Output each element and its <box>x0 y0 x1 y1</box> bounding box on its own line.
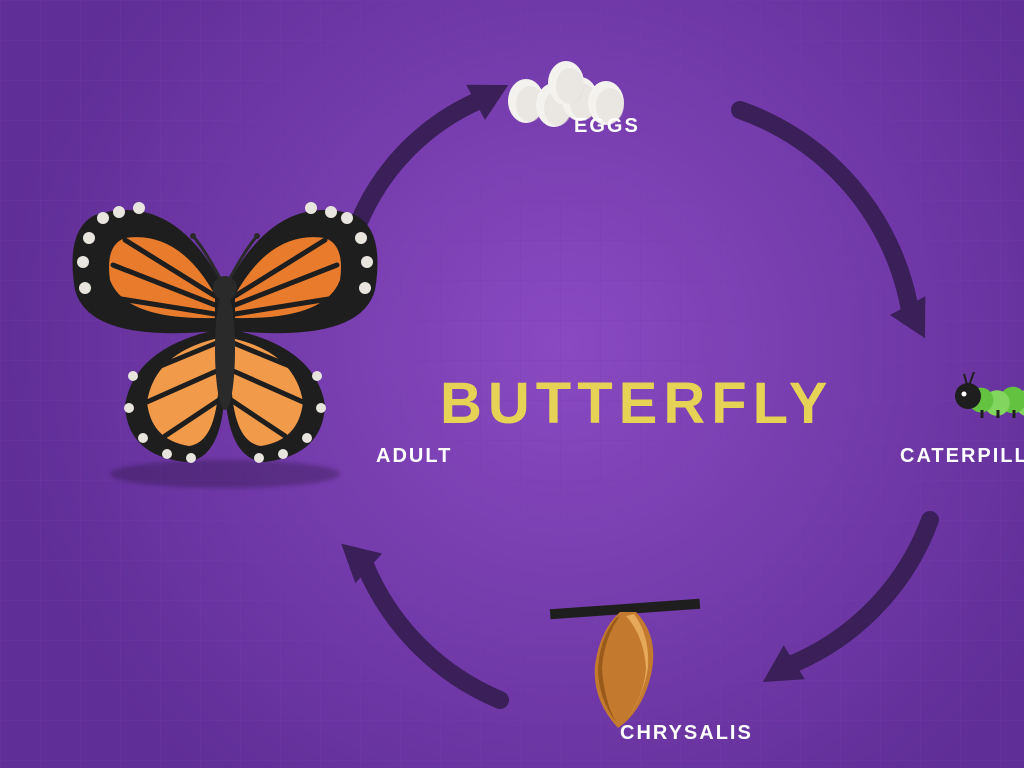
stage-label-chrysalis: CHRYSALIS <box>620 722 753 745</box>
caterpillar-icon <box>950 360 1024 435</box>
stage-label-caterpillar: CATERPILLAR <box>900 445 1024 468</box>
stage-label-adult: ADULT <box>376 445 452 468</box>
diagram-title: BUTTERFLY <box>440 370 833 437</box>
butterfly-icon <box>55 170 395 495</box>
stage-label-eggs: EGGS <box>574 115 640 138</box>
